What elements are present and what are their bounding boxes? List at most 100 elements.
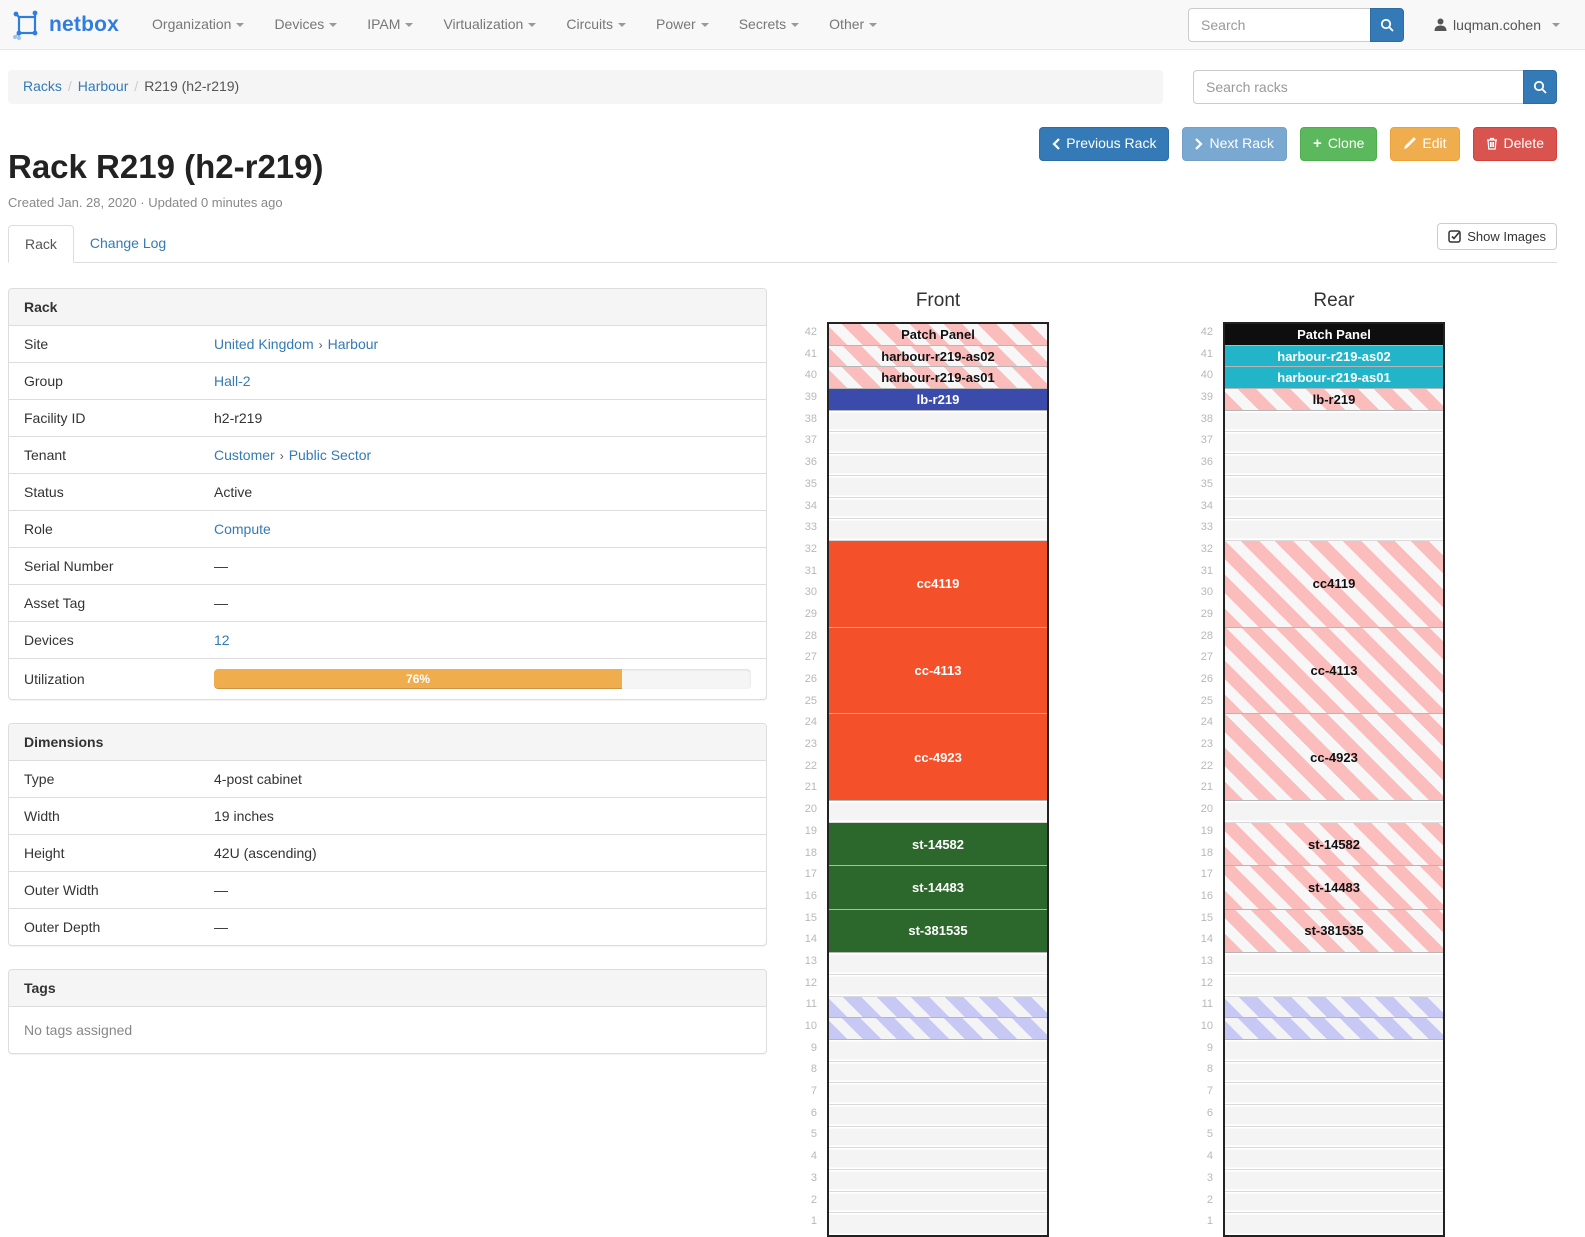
- nav-item-label: Virtualization: [443, 16, 524, 32]
- link-customer[interactable]: Customer: [214, 447, 275, 463]
- device-label: st-14582: [911, 836, 965, 852]
- device-st-14483[interactable]: st-14483: [1225, 866, 1443, 910]
- unit-number-41: 41: [804, 347, 817, 360]
- device-cc4119[interactable]: cc4119: [829, 540, 1047, 628]
- device-patch-panel[interactable]: Patch Panel: [829, 324, 1047, 346]
- device-patch-panel[interactable]: Patch Panel: [1225, 324, 1443, 346]
- nav-item-devices[interactable]: Devices: [259, 0, 352, 49]
- breadcrumb-link-harbour[interactable]: Harbour: [77, 78, 129, 94]
- empty-unit: [829, 974, 1047, 997]
- link-devices-12[interactable]: 12: [214, 632, 230, 648]
- device-harbour-r219-as01[interactable]: harbour-r219-as01: [1225, 367, 1443, 390]
- search-icon: [1533, 80, 1547, 94]
- device-harbour-r219-as02[interactable]: harbour-r219-as02: [829, 345, 1047, 368]
- reserved-unit: [1225, 1018, 1443, 1040]
- unit-number-2: 2: [1206, 1193, 1213, 1206]
- unit-number-20: 20: [1200, 803, 1213, 816]
- empty-unit: [829, 519, 1047, 541]
- global-search-button[interactable]: [1370, 7, 1405, 42]
- tab-change-log[interactable]: Change Log: [89, 235, 167, 251]
- link-group-hall-2[interactable]: Hall-2: [214, 373, 251, 389]
- info-row-outer-depth: Outer Depth —: [9, 908, 766, 945]
- rack-search-button[interactable]: [1523, 70, 1557, 104]
- tab-rack[interactable]: Rack: [8, 225, 74, 263]
- link-united-kingdom[interactable]: United Kingdom: [214, 336, 314, 352]
- nav-item-secrets[interactable]: Secrets: [724, 0, 814, 49]
- device-label: cc4119: [1312, 576, 1356, 592]
- info-value: 76%: [214, 669, 751, 689]
- link-harbour[interactable]: Harbour: [327, 336, 379, 352]
- device-harbour-r219-as01[interactable]: harbour-r219-as01: [829, 367, 1047, 390]
- edit-button[interactable]: Edit: [1390, 127, 1460, 161]
- empty-unit: [829, 953, 1047, 975]
- nav-item-ipam[interactable]: IPAM: [352, 0, 428, 49]
- info-row-facility-id: Facility ID h2-r219: [9, 399, 766, 436]
- empty-unit: [1225, 1191, 1443, 1214]
- device-cc-4923[interactable]: cc-4923: [1225, 714, 1443, 802]
- info-row-height: Height 42U (ascending): [9, 834, 766, 871]
- info-label: Outer Width: [24, 882, 99, 898]
- device-st-14483[interactable]: st-14483: [829, 866, 1047, 910]
- link-role-compute[interactable]: Compute: [214, 521, 271, 537]
- device-lb-r219[interactable]: lb-r219: [829, 389, 1047, 411]
- rack-panel: Rack Site United Kingdom › Harbour Group Hall…: [8, 288, 767, 700]
- unit-number-15: 15: [1200, 911, 1213, 924]
- show-images-button[interactable]: Show Images: [1437, 223, 1557, 250]
- link-separator: ›: [279, 449, 284, 463]
- info-value: 4-post cabinet: [214, 771, 302, 787]
- device-label: st-14483: [1307, 880, 1361, 896]
- global-search-input[interactable]: [1188, 7, 1371, 42]
- empty-unit: [829, 410, 1047, 433]
- device-cc-4113[interactable]: cc-4113: [829, 627, 1047, 715]
- breadcrumb-link-racks[interactable]: Racks: [23, 78, 62, 94]
- dimensions-panel: Dimensions Type 4-post cabinet Width 19 inc…: [8, 723, 767, 946]
- info-row-outer-width: Outer Width —: [9, 871, 766, 908]
- device-st-14582[interactable]: st-14582: [1225, 822, 1443, 867]
- device-label: cc-4923: [914, 749, 962, 765]
- user-menu[interactable]: luqman.cohen: [1434, 17, 1560, 33]
- nav-item-power[interactable]: Power: [641, 0, 724, 49]
- device-st-381535[interactable]: st-381535: [829, 909, 1047, 954]
- unit-number-3: 3: [1206, 1171, 1213, 1184]
- empty-unit: [1225, 410, 1443, 433]
- empty-unit: [1225, 974, 1443, 997]
- link-public-sector[interactable]: Public Sector: [288, 447, 372, 463]
- info-label: Outer Depth: [24, 919, 101, 935]
- device-st-381535[interactable]: st-381535: [1225, 909, 1443, 954]
- nav-item-organization[interactable]: Organization: [137, 0, 259, 49]
- device-harbour-r219-as02[interactable]: harbour-r219-as02: [1225, 345, 1443, 368]
- device-cc-4113[interactable]: cc-4113: [1225, 627, 1443, 715]
- device-st-14582[interactable]: st-14582: [829, 822, 1047, 867]
- empty-unit: [1225, 1083, 1443, 1105]
- unit-number-2: 2: [810, 1193, 817, 1206]
- rack-search-input[interactable]: [1193, 70, 1523, 104]
- previous-rack-button[interactable]: Previous Rack: [1039, 127, 1170, 161]
- unit-number-26: 26: [804, 673, 817, 685]
- plus-icon: +: [1313, 135, 1322, 153]
- netbox-logo[interactable]: netbox: [12, 10, 119, 40]
- unit-number-12: 12: [1200, 976, 1213, 989]
- device-cc4119[interactable]: cc4119: [1225, 540, 1443, 628]
- empty-unit: [1225, 1170, 1443, 1192]
- delete-button[interactable]: Delete: [1472, 127, 1557, 161]
- search-icon: [1380, 18, 1394, 32]
- unit-number-27: 27: [1200, 651, 1213, 664]
- empty-unit: [1225, 1039, 1443, 1062]
- device-cc-4923[interactable]: cc-4923: [829, 714, 1047, 802]
- unit-number-35: 35: [804, 477, 817, 490]
- clone-button[interactable]: + Clone: [1300, 127, 1378, 161]
- unit-number-41: 41: [1200, 347, 1213, 360]
- unit-number-23: 23: [804, 738, 817, 751]
- chevron-left-icon: [1052, 138, 1060, 150]
- info-value: h2-r219: [214, 410, 263, 426]
- nav-item-circuits[interactable]: Circuits: [551, 0, 641, 49]
- nav-item-virtualization[interactable]: Virtualization: [428, 0, 551, 49]
- empty-unit: [1225, 1213, 1443, 1236]
- device-lb-r219[interactable]: lb-r219: [1225, 389, 1443, 411]
- empty-unit: [1225, 1061, 1443, 1084]
- unit-number-5: 5: [1206, 1128, 1213, 1141]
- nav-item-other[interactable]: Other: [814, 0, 892, 49]
- unit-number-34: 34: [1200, 499, 1213, 512]
- nav-item-label: Circuits: [566, 16, 614, 32]
- next-rack-button[interactable]: Next Rack: [1182, 127, 1288, 161]
